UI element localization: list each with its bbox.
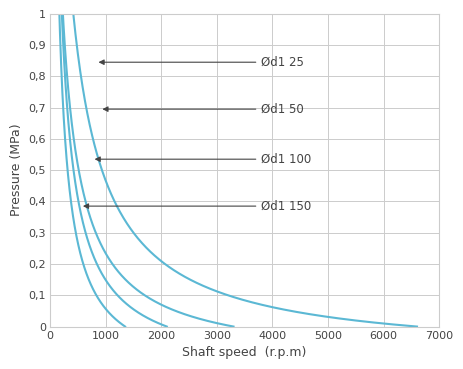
Text: Ød1 150: Ød1 150 [84,200,312,213]
Text: Ød1 25: Ød1 25 [100,56,304,69]
X-axis label: Shaft speed  (r.p.m): Shaft speed (r.p.m) [182,346,307,359]
Y-axis label: Pressure (MPa): Pressure (MPa) [10,124,23,217]
Text: Ød1 50: Ød1 50 [104,103,304,115]
Text: Ød1 100: Ød1 100 [96,153,312,166]
